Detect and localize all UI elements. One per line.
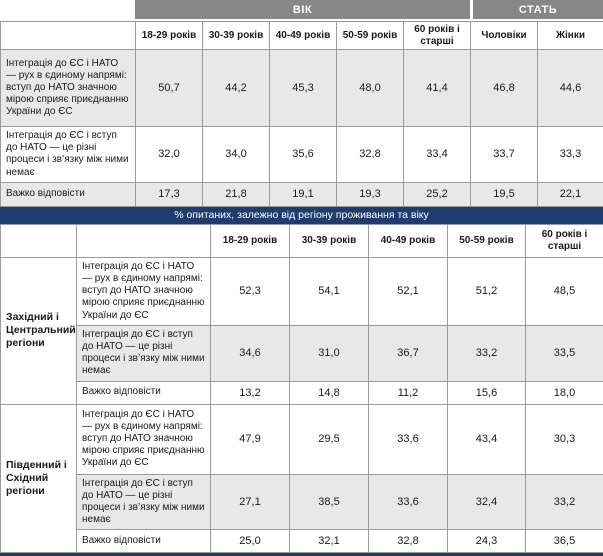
value-cell: 13,2 (211, 381, 290, 404)
value-cell: 24,3 (448, 530, 526, 553)
col-header: 18-29 років (136, 22, 203, 50)
row-label: Інтеграція до ЄС і НАТО — рух в єдиному … (77, 257, 211, 325)
table1-group-header-band: ВІК СТАТЬ (135, 0, 603, 19)
row-label: Важко відповісти (1, 182, 136, 206)
group-header-gender: СТАТЬ (473, 0, 603, 19)
col-header: 40-49 років (369, 224, 448, 257)
value-cell: 43,4 (448, 404, 526, 474)
value-cell: 36,7 (369, 325, 448, 381)
survey-results-page: ВІК СТАТЬ 18-29 років 30-39 років 40-49 … (0, 0, 603, 502)
value-cell: 32,8 (337, 127, 404, 183)
value-cell: 17,3 (136, 182, 203, 206)
value-cell: 47,9 (211, 404, 290, 474)
value-cell: 18,0 (526, 381, 603, 404)
value-cell: 50,7 (136, 50, 203, 127)
table-row: Інтеграція до ЄС і вступ до НАТО — це рі… (1, 325, 603, 381)
value-cell: 19,5 (471, 182, 538, 206)
value-cell: 48,5 (526, 257, 603, 325)
value-cell: 36,5 (526, 530, 603, 553)
col-header: 18-29 років (211, 224, 290, 257)
value-cell: 46,8 (471, 50, 538, 127)
value-cell: 33,6 (369, 404, 448, 474)
value-cell: 45,3 (270, 50, 337, 127)
table-row: Західний і Центральний регіони Інтеграці… (1, 257, 603, 325)
value-cell: 25,0 (211, 530, 290, 553)
row-label: Інтеграція до ЄС і вступ до НАТО — це рі… (77, 325, 211, 381)
table-row: Важко відповісти 25,0 32,1 32,8 24,3 36,… (1, 530, 603, 553)
col-header: Чоловіки (471, 22, 538, 50)
region-label: Західний і Центральний регіони (1, 257, 77, 404)
section-banner: % опитаних, залежно від регіону проживан… (0, 207, 603, 224)
value-cell: 29,5 (290, 404, 369, 474)
value-cell: 32,1 (290, 530, 369, 553)
value-cell: 33,5 (526, 325, 603, 381)
empty-header-cell (77, 224, 211, 257)
value-cell: 35,6 (270, 127, 337, 183)
value-cell: 44,6 (538, 50, 603, 127)
value-cell: 11,2 (369, 381, 448, 404)
value-cell: 52,3 (211, 257, 290, 325)
value-cell: 15,6 (448, 381, 526, 404)
value-cell: 22,1 (538, 182, 603, 206)
value-cell: 33,4 (404, 127, 471, 183)
col-header: 60 років і старші (404, 22, 471, 50)
table-header-row: 18-29 років 30-39 років 40-49 років 50-5… (1, 22, 603, 50)
col-header: 30-39 років (290, 224, 369, 257)
table-row: Важко відповісти 17,3 21,8 19,1 19,3 25,… (1, 182, 603, 206)
value-cell: 25,2 (404, 182, 471, 206)
col-header: 50-59 років (448, 224, 526, 257)
value-cell: 31,0 (290, 325, 369, 381)
empty-header-cell (1, 224, 77, 257)
row-label: Інтеграція до ЄС і вступ до НАТО — це рі… (1, 127, 136, 183)
value-cell: 34,0 (203, 127, 270, 183)
value-cell: 52,1 (369, 257, 448, 325)
value-cell: 32,8 (369, 530, 448, 553)
value-cell: 51,2 (448, 257, 526, 325)
row-label: Інтеграція до ЄС і НАТО — рух в єдиному … (77, 404, 211, 474)
value-cell: 21,8 (203, 182, 270, 206)
table-row: Інтеграція до ЄС і НАТО — рух в єдиному … (1, 50, 603, 127)
value-cell: 44,2 (203, 50, 270, 127)
value-cell: 41,4 (404, 50, 471, 127)
value-cell: 30,3 (526, 404, 603, 474)
region-age-table: 18-29 років 30-39 років 40-49 років 50-5… (0, 224, 603, 554)
value-cell: 19,3 (337, 182, 404, 206)
col-header: 30-39 років (203, 22, 270, 50)
col-header: 60 років і старші (526, 224, 603, 257)
value-cell: 32,0 (136, 127, 203, 183)
value-cell: 33,7 (471, 127, 538, 183)
value-cell: 54,1 (290, 257, 369, 325)
value-cell: 48,0 (337, 50, 404, 127)
value-cell: 33,3 (538, 127, 603, 183)
col-header: 40-49 років (270, 22, 337, 50)
row-label: Важко відповісти (77, 381, 211, 404)
col-header: Жінки (538, 22, 603, 50)
table-row: Інтеграція до ЄС і вступ до НАТО — це рі… (1, 127, 603, 183)
blank-corner-cell (1, 22, 136, 50)
table-row: Південний і Східний регіони Інтеграція д… (1, 404, 603, 474)
value-cell: 34,6 (211, 325, 290, 381)
age-gender-table: 18-29 років 30-39 років 40-49 років 50-5… (0, 21, 603, 207)
value-cell: 19,1 (270, 182, 337, 206)
table-row: Важко відповісти 13,2 14,8 11,2 15,6 18,… (1, 381, 603, 404)
table-header-row: 18-29 років 30-39 років 40-49 років 50-5… (1, 224, 603, 257)
row-label: Важко відповісти (77, 530, 211, 553)
row-label: Інтеграція до ЄС і НАТО — рух в єдиному … (1, 50, 136, 127)
region-label: Південний і Східний регіони (1, 404, 77, 553)
col-header: 50-59 років (337, 22, 404, 50)
value-cell: 33,2 (448, 325, 526, 381)
value-cell: 14,8 (290, 381, 369, 404)
group-header-age: ВІК (135, 0, 470, 19)
